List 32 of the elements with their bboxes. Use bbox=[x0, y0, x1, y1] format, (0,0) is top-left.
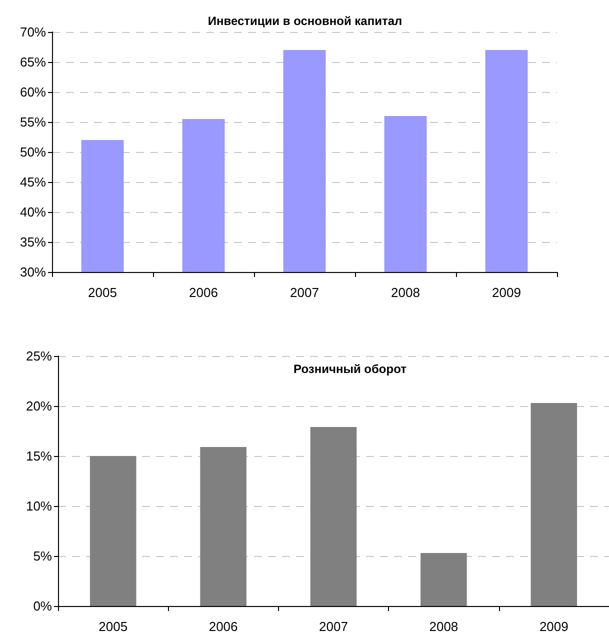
x-tick-label: 2009 bbox=[539, 619, 568, 634]
y-tick-label: 25% bbox=[26, 348, 52, 364]
bar bbox=[420, 553, 467, 606]
y-tick-label: 65% bbox=[20, 54, 46, 70]
y-tick-label: 30% bbox=[20, 264, 46, 280]
x-tick-label: 2006 bbox=[208, 619, 238, 634]
bar bbox=[90, 456, 136, 606]
chart-title: Инвестиции в основной капитал bbox=[208, 14, 402, 28]
y-tick-label: 60% bbox=[20, 84, 46, 100]
x-tick-label: 2008 bbox=[391, 285, 420, 300]
bar bbox=[200, 447, 246, 606]
y-tick-label: 10% bbox=[26, 498, 52, 514]
y-tick-label: 70% bbox=[20, 24, 46, 40]
x-tick-label: 2005 bbox=[88, 285, 117, 300]
x-tick-label: 2008 bbox=[429, 619, 458, 634]
bar bbox=[310, 427, 357, 606]
x-tick-label: 2005 bbox=[98, 619, 128, 634]
y-tick-label: 55% bbox=[20, 114, 46, 130]
y-tick-label: 45% bbox=[20, 174, 46, 190]
y-tick-label: 15% bbox=[26, 448, 52, 464]
bar bbox=[530, 403, 578, 606]
y-tick-label: 50% bbox=[20, 144, 46, 160]
x-tick-label: 2006 bbox=[189, 285, 218, 300]
x-tick-label: 2009 bbox=[492, 285, 521, 300]
x-tick-label: 2007 bbox=[290, 285, 319, 300]
y-tick-label: 40% bbox=[20, 204, 46, 220]
y-tick-label: 5% bbox=[33, 548, 52, 564]
text: Розничный оборот bbox=[294, 362, 407, 376]
y-tick-label: 20% bbox=[26, 398, 52, 414]
y-tick-label: 0% bbox=[33, 598, 52, 614]
y-tick-label: 35% bbox=[20, 234, 46, 250]
x-tick-label: 2007 bbox=[319, 619, 348, 634]
